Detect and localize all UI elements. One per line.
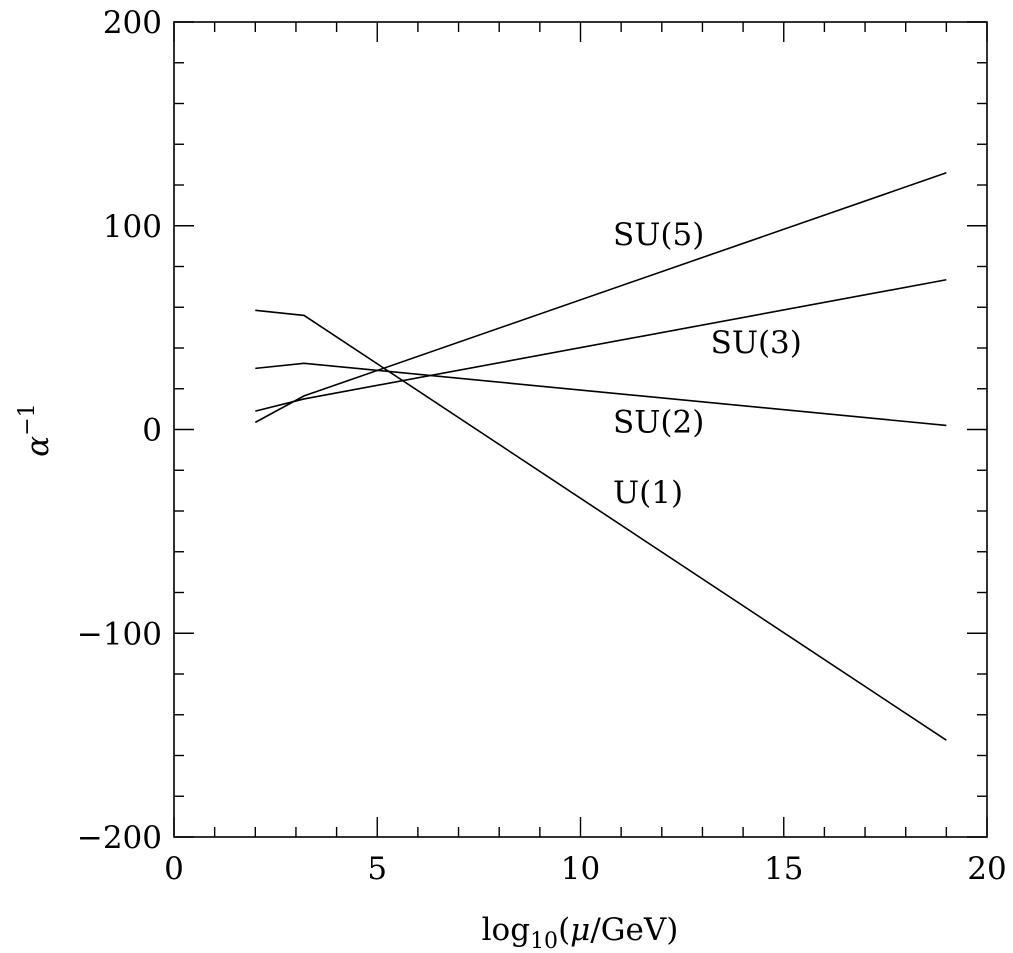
plot-frame xyxy=(173,21,988,838)
series-label-su2: SU(2) xyxy=(613,405,704,441)
x-tick-label: 0 xyxy=(164,851,184,887)
y-tick-label: −100 xyxy=(77,616,162,652)
y-axis-title: α−1 xyxy=(15,403,56,456)
y-tick-label: 0 xyxy=(142,413,162,449)
series-line-su3 xyxy=(255,278,947,412)
series-line-su2 xyxy=(255,362,947,427)
series-line-u1 xyxy=(255,309,947,741)
axis-ticks xyxy=(173,21,988,838)
y-tick-label: 200 xyxy=(103,5,162,41)
series-labels: SU(5) SU(3) SU(2) U(1) xyxy=(613,217,802,511)
x-tick-label: 10 xyxy=(561,851,600,887)
series-line-su5 xyxy=(254,172,947,424)
axis-tick-labels: 0 5 10 15 20 −200 −100 0 100 200 xyxy=(77,5,1007,887)
y-tick-label: 100 xyxy=(103,209,162,245)
series-lines xyxy=(254,172,947,741)
y-tick-label: −200 xyxy=(77,820,162,856)
series-label-u1: U(1) xyxy=(613,475,683,511)
x-tick-label: 5 xyxy=(367,851,387,887)
series-label-su3: SU(3) xyxy=(711,325,802,361)
x-axis-title: log10(μ/GeV) xyxy=(482,912,679,953)
x-tick-label: 15 xyxy=(764,851,803,887)
series-label-su5: SU(5) xyxy=(613,217,704,253)
x-tick-label: 20 xyxy=(967,851,1006,887)
